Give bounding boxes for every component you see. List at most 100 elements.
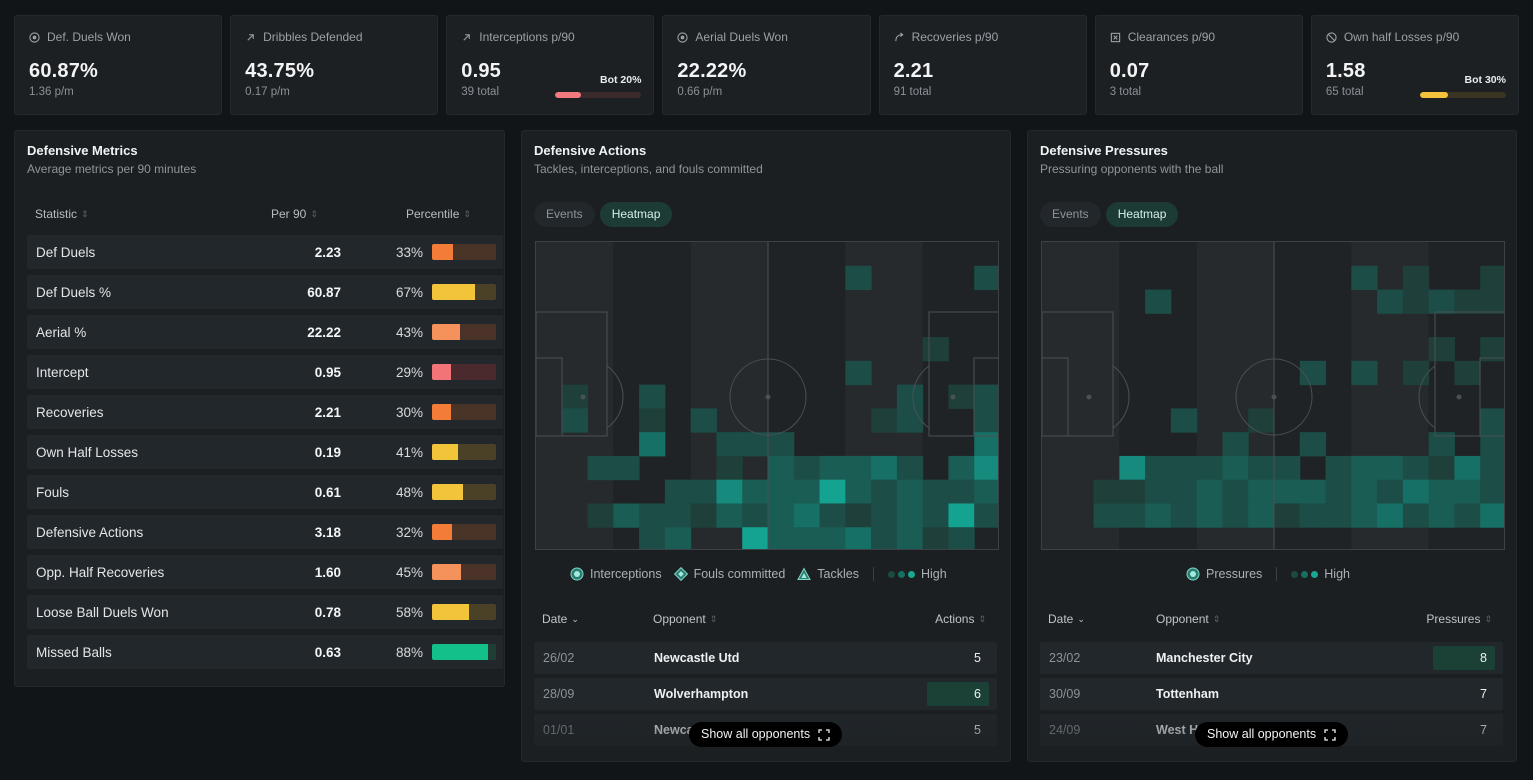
pitch-line <box>1271 394 1277 400</box>
heatmap-cell <box>1377 503 1404 528</box>
defensive-actions-panel: Defensive Actions Tackles, interceptions… <box>521 130 1011 762</box>
table-row[interactable]: 26/02 Newcastle Utd 5 <box>534 642 997 674</box>
percentile-bar-fill <box>432 364 451 380</box>
show-all-opponents-button[interactable]: Show all opponents <box>1195 722 1349 747</box>
table-row[interactable]: Defensive Actions 3.18 32% <box>27 515 503 549</box>
col-date[interactable]: Date ⌄ <box>1048 612 1085 626</box>
fouls-icon <box>673 567 688 581</box>
stat-card[interactable]: Recoveries p/90 2.21 91 total <box>878 15 1087 115</box>
percentile-bar <box>432 564 496 580</box>
pitch-line <box>729 358 807 436</box>
pitch-line <box>928 311 998 437</box>
stat-card[interactable]: Interceptions p/90 0.95 39 total Bot 20% <box>446 15 655 115</box>
heatmap-cell <box>1325 479 1352 504</box>
heatmap-cell <box>1480 289 1504 314</box>
heatmap-cell <box>974 265 998 291</box>
heatmap-cell <box>793 503 821 528</box>
percentile-indicator: Bot 20% <box>555 74 642 98</box>
tab-events[interactable]: Events <box>1040 202 1101 227</box>
stat-card-label: Aerial Duels Won <box>695 30 788 44</box>
heatmap-cell <box>742 432 769 457</box>
col-percentile[interactable]: Percentile ⇕ <box>406 207 471 221</box>
stat-card[interactable]: Own half Losses p/90 1.58 65 total Bot 3… <box>1310 15 1519 115</box>
table-row[interactable]: 28/09 Wolverhampton 6 <box>534 678 997 710</box>
metric-value: 3.18 <box>314 525 341 540</box>
metrics-table-body: Def Duels 2.23 33% Def Duels % 60.87 67%… <box>27 235 503 675</box>
sort-icon: ⇕ <box>81 208 89 219</box>
heatmap-cell <box>664 503 692 528</box>
col-opponent[interactable]: Opponent ⇕ <box>653 612 718 626</box>
heatmap-cell <box>948 479 975 504</box>
col-actions[interactable]: Actions ⇕ <box>935 612 986 626</box>
intensity-dots <box>1291 570 1319 578</box>
heatmap-cell <box>690 503 717 528</box>
heatmap-cell <box>1145 503 1172 528</box>
table-row[interactable]: Aerial % 22.22 43% <box>27 315 503 349</box>
heatmap-cell <box>845 527 872 549</box>
table-row[interactable]: Loose Ball Duels Won 0.78 58% <box>27 595 503 629</box>
heatmap-cell <box>871 479 898 504</box>
heatmap-cell <box>896 527 924 549</box>
table-row[interactable]: Intercept 0.95 29% <box>27 355 503 389</box>
match-opponent: Wolverhampton <box>654 687 749 701</box>
col-pressures[interactable]: Pressures ⇕ <box>1426 612 1492 626</box>
heatmap-cell <box>948 527 975 549</box>
heatmap-cell <box>1299 479 1327 504</box>
match-date: 01/01 <box>543 723 575 737</box>
col-statistic[interactable]: Statistic ⇕ <box>35 207 89 221</box>
col-per90[interactable]: Per 90 ⇕ <box>271 207 318 221</box>
show-all-opponents-button[interactable]: Show all opponents <box>689 722 843 747</box>
table-row[interactable]: Recoveries 2.21 30% <box>27 395 503 429</box>
arrow-up-right-icon <box>247 33 254 41</box>
stat-card-label: Recoveries p/90 <box>911 30 999 44</box>
tab-events[interactable]: Events <box>534 202 595 227</box>
table-row[interactable]: Def Duels 2.23 33% <box>27 235 503 269</box>
match-opponent: Manchester City <box>1156 651 1253 665</box>
heatmap-cell <box>1480 432 1504 457</box>
col-opponent[interactable]: Opponent ⇕ <box>1156 612 1221 626</box>
sort-icon: ⇕ <box>1212 613 1221 624</box>
heatmap-cell <box>1480 337 1504 362</box>
stat-card[interactable]: Dribbles Defended 43.75% 0.17 p/m <box>230 15 439 115</box>
panel-title: Defensive Pressures <box>1040 143 1168 158</box>
heatmap-cell <box>1428 337 1455 362</box>
table-row[interactable]: 30/09 Tottenham 7 <box>1040 678 1503 710</box>
table-row[interactable]: Missed Balls 0.63 88% <box>27 635 503 669</box>
percentile-track <box>555 92 642 98</box>
table-row[interactable]: Fouls 0.61 48% <box>27 475 503 509</box>
metric-value: 1.60 <box>314 565 341 580</box>
heatmap-cell <box>1170 503 1198 528</box>
heatmap-cell <box>1480 479 1504 504</box>
match-count: 5 <box>974 723 981 737</box>
match-table-header: Date ⌄ Opponent ⇕ Actions ⇕ <box>542 612 986 628</box>
percentile-bar-fill <box>432 244 454 260</box>
table-row[interactable]: Def Duels % 60.87 67% <box>27 275 503 309</box>
metric-percentile: 43% <box>395 325 423 340</box>
heatmap-legend: Pressures High <box>1186 567 1350 581</box>
match-opponent: Tottenham <box>1156 687 1219 701</box>
heatmap-cell <box>1170 479 1198 504</box>
heatmap-cell <box>639 432 666 457</box>
heatmap-cell <box>1402 360 1430 386</box>
stat-card[interactable]: Aerial Duels Won 22.22% 0.66 p/m <box>662 15 871 115</box>
table-row[interactable]: 23/02 Manchester City 8 <box>1040 642 1503 674</box>
target-icon <box>29 31 40 43</box>
heatmap-cell <box>716 479 743 504</box>
stat-card[interactable]: Def. Duels Won 60.87% 1.36 p/m <box>14 15 223 115</box>
percentile-bar-fill <box>432 524 453 540</box>
table-row[interactable]: Opp. Half Recoveries 1.60 45% <box>27 555 503 589</box>
panel-title: Defensive Metrics <box>27 143 138 158</box>
col-date[interactable]: Date ⌄ <box>542 612 579 626</box>
tab-heatmap[interactable]: Heatmap <box>599 202 673 227</box>
stat-card[interactable]: Clearances p/90 0.07 3 total <box>1094 15 1303 115</box>
percentile-label: Bot 20% <box>599 74 642 86</box>
heatmap-cell <box>587 503 614 528</box>
legend-separator <box>872 567 874 581</box>
tab-heatmap[interactable]: Heatmap <box>1105 202 1179 227</box>
legend-fouls: Fouls committed <box>693 567 786 581</box>
heatmap-cell <box>1145 479 1172 504</box>
heatmap-cell <box>845 265 872 291</box>
stat-card-sub: 65 total <box>1325 86 1364 98</box>
table-row[interactable]: Own Half Losses 0.19 41% <box>27 435 503 469</box>
heatmap-cell <box>845 360 872 386</box>
